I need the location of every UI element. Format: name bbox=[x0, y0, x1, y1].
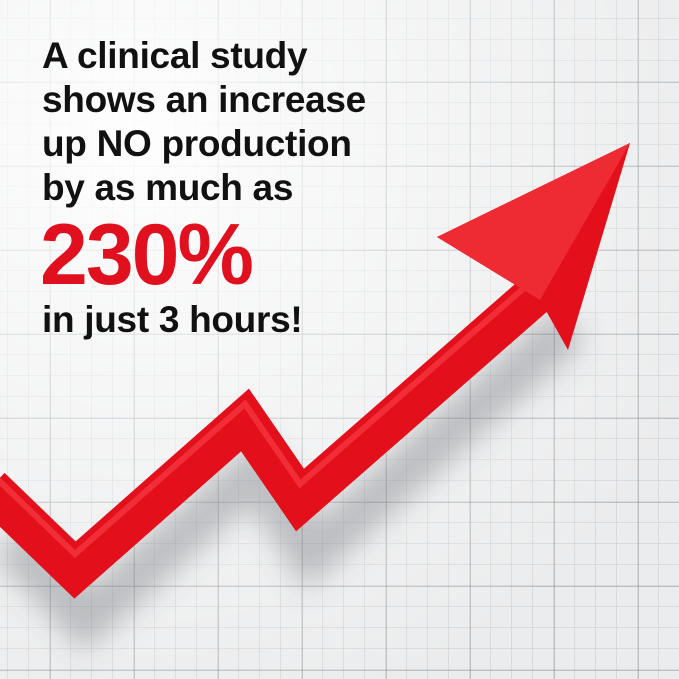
rising-zigzag-arrow-icon bbox=[0, 143, 630, 653]
headline-line: A clinical study bbox=[42, 35, 308, 76]
headline: A clinical study shows an increase up NO… bbox=[40, 34, 366, 342]
headline-line: by as much as bbox=[42, 167, 294, 208]
headline-line: shows an increase bbox=[42, 79, 366, 120]
headline-closing: in just 3 hours! bbox=[42, 299, 303, 340]
headline-line: up NO production bbox=[42, 123, 352, 164]
highlight-percentage: 230% bbox=[40, 207, 254, 303]
